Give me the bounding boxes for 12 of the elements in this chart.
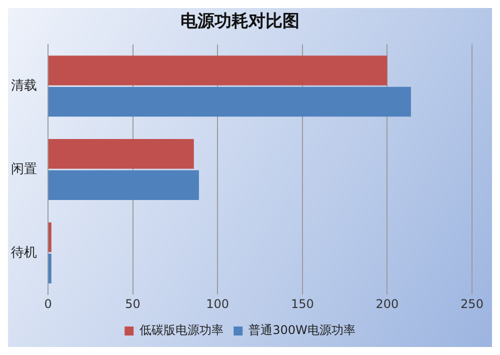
x-tick-label: 0: [44, 296, 52, 311]
x-tick-label: 250: [460, 296, 484, 311]
legend-label: 普通300W电源功率: [248, 323, 356, 338]
y-tick-label: 待机: [11, 245, 37, 260]
x-tick-label: 200: [376, 296, 399, 311]
chart-title: 电源功耗对比图: [180, 12, 300, 32]
y-tick-label: 闲置: [11, 162, 37, 177]
y-tick-label: 清载: [11, 78, 37, 94]
x-tick-label: 100: [206, 296, 230, 311]
x-tick-label: 150: [290, 296, 314, 311]
legend-label: 低碳版电源功率: [140, 323, 224, 338]
x-tick-label: 50: [125, 296, 140, 311]
